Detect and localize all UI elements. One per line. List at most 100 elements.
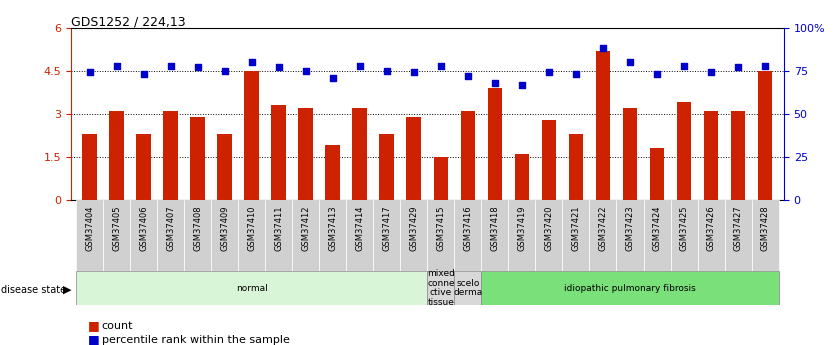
Point	[219, 68, 232, 73]
Bar	[325, 146, 340, 200]
Bar	[697, 200, 725, 271]
Point	[407, 70, 420, 75]
Bar	[595, 51, 610, 200]
Bar	[704, 111, 718, 200]
Bar	[83, 134, 98, 200]
Bar	[184, 200, 211, 271]
Bar	[163, 111, 178, 200]
Bar	[293, 200, 319, 271]
Point	[245, 59, 259, 65]
Text: GSM37425: GSM37425	[680, 206, 689, 251]
Text: GSM37406: GSM37406	[139, 206, 148, 252]
Bar	[103, 200, 130, 271]
Text: GSM37405: GSM37405	[113, 206, 121, 251]
Text: GSM37409: GSM37409	[220, 206, 229, 251]
Point	[435, 63, 448, 68]
Bar	[76, 271, 427, 305]
Text: GSM37411: GSM37411	[274, 206, 284, 251]
Point	[191, 65, 204, 70]
Text: GSM37428: GSM37428	[761, 206, 770, 252]
Point	[461, 73, 475, 79]
Point	[137, 71, 150, 77]
Bar	[515, 154, 530, 200]
Point	[272, 65, 285, 70]
Bar	[190, 117, 205, 200]
Bar	[218, 134, 233, 200]
Text: GSM37412: GSM37412	[301, 206, 310, 251]
Point	[380, 68, 394, 73]
Text: GSM37419: GSM37419	[517, 206, 526, 251]
Bar	[319, 200, 346, 271]
Point	[488, 80, 501, 86]
Text: idiopathic pulmonary fibrosis: idiopathic pulmonary fibrosis	[564, 284, 696, 293]
Bar	[562, 200, 590, 271]
Bar	[130, 200, 158, 271]
Bar	[650, 148, 665, 200]
Text: GSM37404: GSM37404	[85, 206, 94, 251]
Text: GSM37429: GSM37429	[409, 206, 419, 251]
Bar	[400, 200, 427, 271]
Bar	[757, 71, 772, 200]
Text: percentile rank within the sample: percentile rank within the sample	[102, 335, 289, 345]
Bar	[509, 200, 535, 271]
Text: GSM37408: GSM37408	[193, 206, 203, 252]
Text: ■: ■	[88, 319, 99, 333]
Bar	[751, 200, 779, 271]
Bar	[109, 111, 124, 200]
Bar	[353, 108, 367, 200]
Point	[299, 68, 313, 73]
Bar	[346, 200, 374, 271]
Bar	[265, 200, 293, 271]
Text: GSM37413: GSM37413	[329, 206, 338, 252]
Text: GDS1252 / 224,13: GDS1252 / 224,13	[71, 16, 185, 29]
Bar	[590, 200, 616, 271]
Bar	[460, 111, 475, 200]
Bar	[455, 271, 481, 305]
Bar	[622, 108, 637, 200]
Point	[515, 82, 529, 87]
Bar	[374, 200, 400, 271]
Point	[705, 70, 718, 75]
Text: GSM37407: GSM37407	[166, 206, 175, 252]
Text: scelo
derma: scelo derma	[454, 279, 483, 297]
Point	[596, 46, 610, 51]
Text: GSM37417: GSM37417	[383, 206, 391, 252]
Text: ■: ■	[88, 333, 99, 345]
Bar	[434, 157, 449, 200]
Bar	[541, 120, 556, 200]
Text: GSM37422: GSM37422	[599, 206, 607, 251]
Bar	[488, 88, 502, 200]
Bar	[731, 111, 746, 200]
Point	[354, 63, 367, 68]
Bar	[158, 200, 184, 271]
Bar	[481, 271, 779, 305]
Bar	[644, 200, 671, 271]
Bar	[725, 200, 751, 271]
Text: GSM37424: GSM37424	[652, 206, 661, 251]
Bar	[244, 71, 259, 200]
Text: disease state: disease state	[1, 285, 66, 295]
Bar	[137, 134, 151, 200]
Bar	[671, 200, 697, 271]
Bar	[239, 200, 265, 271]
Point	[83, 70, 97, 75]
Bar	[379, 134, 394, 200]
Point	[164, 63, 178, 68]
Text: GSM37421: GSM37421	[571, 206, 580, 251]
Bar	[481, 200, 509, 271]
Text: ▶: ▶	[63, 285, 71, 295]
Bar	[427, 271, 455, 305]
Text: GSM37420: GSM37420	[545, 206, 554, 251]
Bar	[76, 200, 103, 271]
Text: GSM37415: GSM37415	[436, 206, 445, 251]
Point	[758, 63, 771, 68]
Point	[731, 65, 745, 70]
Point	[623, 59, 636, 65]
Point	[651, 71, 664, 77]
Bar	[299, 108, 314, 200]
Bar	[569, 134, 584, 200]
Text: GSM37426: GSM37426	[706, 206, 716, 252]
Text: count: count	[102, 321, 133, 331]
Point	[110, 63, 123, 68]
Bar	[535, 200, 562, 271]
